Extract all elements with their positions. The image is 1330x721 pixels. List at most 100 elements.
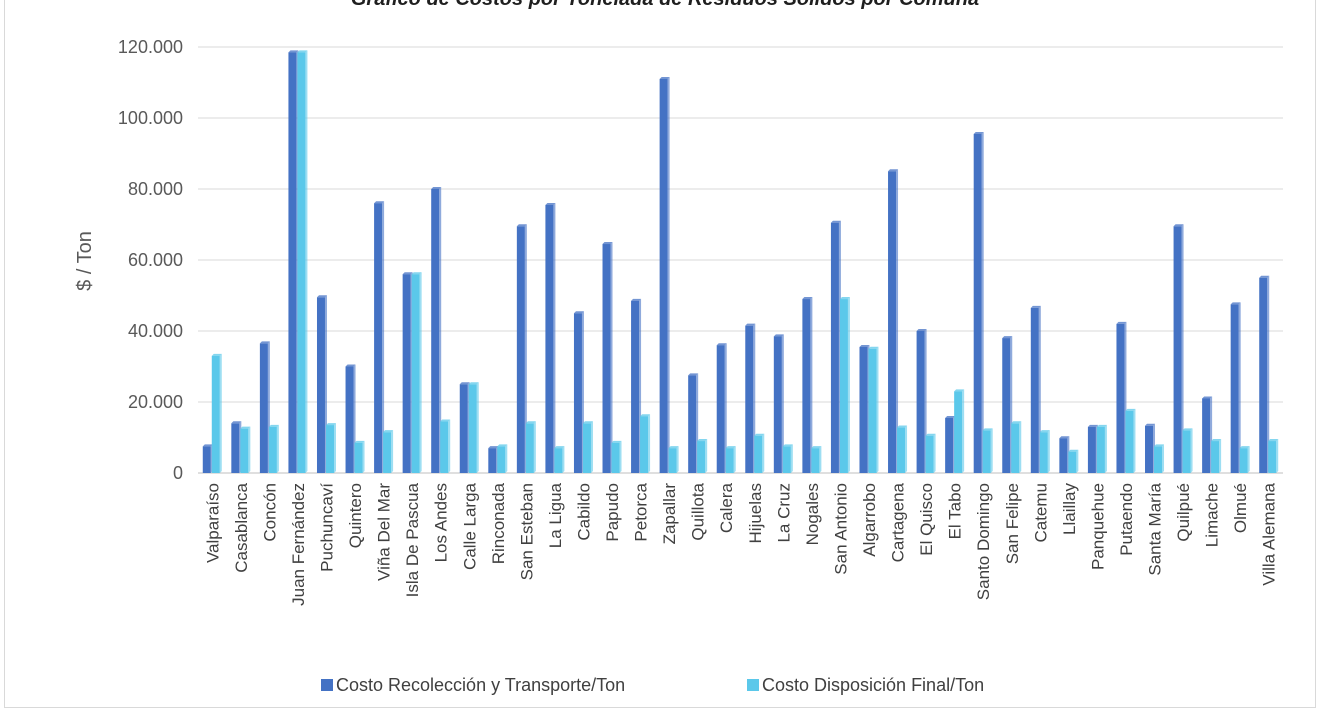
bar [1211, 439, 1222, 473]
bar-top [697, 439, 708, 442]
bar-side [562, 446, 565, 473]
bar-face [716, 345, 725, 473]
bar-top [688, 373, 699, 376]
x-tick-label: Viña Del Mar [375, 483, 394, 581]
bar [725, 446, 736, 473]
bar-top [1125, 408, 1136, 411]
bar-face [1030, 307, 1039, 473]
bar-top [211, 353, 222, 356]
x-tick-label: Santa María [1146, 482, 1165, 575]
bar-face [374, 203, 383, 473]
bar-face [602, 244, 611, 473]
bar-top [1002, 336, 1013, 339]
bar-top [411, 272, 422, 275]
bar-face [288, 52, 297, 473]
bar [754, 433, 765, 473]
bar-side [1038, 305, 1041, 473]
bar [288, 50, 299, 473]
bar-face [802, 299, 811, 473]
x-tick-label: El Tabo [946, 483, 965, 539]
bar [688, 373, 699, 473]
bar [811, 446, 822, 473]
legend-label: Costo Disposición Final/Ton [762, 675, 984, 695]
bar-top [1202, 396, 1213, 399]
x-tick-label: Quillota [689, 482, 708, 540]
bar-top [982, 428, 993, 431]
bar-face [954, 391, 963, 473]
bar-top [1173, 224, 1184, 227]
bar [782, 444, 793, 473]
bar-face [459, 384, 468, 473]
bar [839, 297, 850, 473]
bar-top [916, 329, 927, 331]
bar-top [554, 446, 565, 449]
bar [1087, 424, 1098, 473]
x-tick-label: Cartagena [889, 482, 908, 562]
bar-top [316, 295, 327, 298]
bar-face [839, 299, 848, 473]
bar [459, 382, 470, 473]
bar-top [459, 382, 470, 385]
bar-face [1011, 423, 1020, 473]
bar-top [954, 389, 965, 392]
bar-face [383, 432, 392, 473]
bar [697, 439, 708, 473]
bar [888, 169, 899, 473]
bar-side [962, 389, 965, 473]
bar-top [1087, 424, 1098, 427]
bar-top [202, 444, 213, 447]
bar-face [525, 423, 534, 473]
bar-face [773, 336, 782, 473]
bar-side [448, 419, 451, 473]
bar [431, 187, 442, 473]
bar-side [847, 297, 850, 473]
x-tick-label: Villa Alemana [1260, 482, 1279, 585]
bar-top [288, 50, 299, 53]
bar-side [362, 440, 365, 473]
bar-face [631, 300, 640, 473]
bar-face [754, 435, 763, 473]
bar-face [573, 313, 582, 473]
bar-face [1087, 426, 1096, 473]
bar-top [431, 187, 442, 189]
bar-face [1039, 432, 1048, 473]
bar-face [488, 448, 497, 473]
bar-face [697, 441, 706, 473]
y-tick-label: 60.000 [128, 250, 183, 270]
bar-side [419, 272, 422, 473]
x-tick-label: Zapallar [660, 483, 679, 545]
bar [497, 444, 508, 473]
bar [1096, 424, 1107, 473]
bar-top [1011, 421, 1022, 424]
bar-top [383, 430, 394, 433]
bar-top [374, 201, 385, 204]
bar-top [345, 364, 356, 367]
bar-face [982, 430, 991, 473]
bar-side [733, 446, 736, 473]
bar-top [582, 421, 593, 424]
bar-side [648, 414, 651, 473]
bar [211, 353, 222, 473]
bar-top [516, 224, 527, 227]
y-tick-label: 0 [173, 463, 183, 483]
bar-side [981, 131, 984, 473]
bar [316, 295, 327, 473]
bar-face [211, 355, 220, 473]
chart-frame [4, 0, 1316, 708]
x-tick-label: Quintero [346, 483, 365, 548]
bar-side [1162, 444, 1165, 473]
bar-face [725, 448, 734, 473]
bar-side [1219, 439, 1222, 473]
bar [374, 201, 385, 473]
bar-side [1076, 449, 1079, 473]
bar-face [259, 343, 268, 473]
bar [488, 446, 499, 473]
bar-top [325, 423, 336, 426]
bar-top [354, 440, 365, 443]
legend-item: Costo Recolección y Transporte/Ton [321, 675, 625, 695]
bar-side [533, 421, 536, 473]
bar [231, 421, 242, 473]
bar-face [516, 226, 525, 473]
bar-side [1276, 439, 1279, 473]
bar-face [231, 423, 240, 473]
